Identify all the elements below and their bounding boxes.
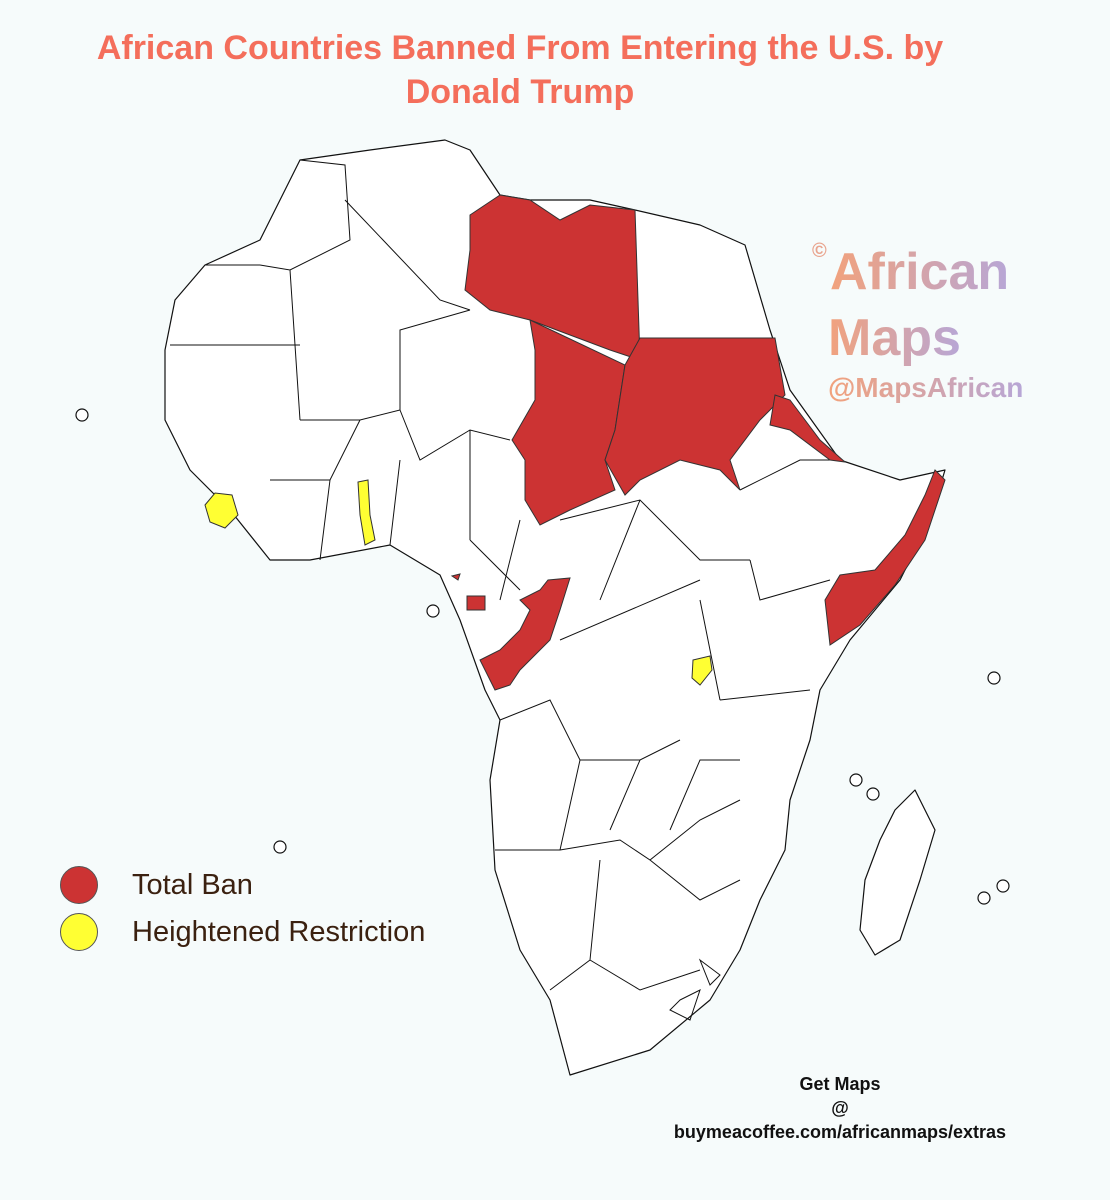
banned-countries: [204, 194, 946, 691]
legend-item: Total Ban: [60, 866, 253, 904]
borders: [170, 159, 840, 1021]
watermark-line: African: [830, 243, 1010, 301]
watermark-symbol: ©: [812, 240, 827, 262]
watermark-line: Maps: [828, 309, 961, 367]
island: [987, 671, 1001, 685]
legend-item: Heightened Restriction: [60, 913, 425, 951]
legend-label: Total Ban: [132, 868, 253, 901]
legend-swatch: [60, 913, 98, 951]
island: [849, 773, 863, 787]
madagascar: [859, 789, 936, 956]
legend-label: Heightened Restriction: [132, 915, 426, 948]
map-title: African Countries Banned From Entering t…: [96, 29, 944, 111]
congo: [479, 577, 571, 691]
somalia: [824, 469, 946, 646]
sierra-leone: [204, 492, 239, 529]
island: [75, 408, 89, 422]
island: [426, 604, 440, 618]
footer: Get Maps @ buymeacoffee.com/africanmaps/…: [660, 1072, 1020, 1144]
island: [273, 840, 287, 854]
footer-line: Get Maps: [799, 1074, 881, 1094]
equatorial-guinea: [450, 573, 486, 611]
legend-swatch: [60, 866, 98, 904]
togo: [357, 479, 376, 546]
eritrea: [769, 394, 847, 463]
watermark-handle: @MapsAfrican: [828, 372, 1024, 403]
island: [977, 891, 991, 905]
sudan: [604, 337, 786, 496]
footer-link: buymeacoffee.com/africanmaps/extras: [673, 1122, 1007, 1142]
burundi: [691, 655, 713, 686]
island: [866, 787, 880, 801]
footer-line: @: [831, 1098, 849, 1118]
island: [996, 879, 1010, 893]
